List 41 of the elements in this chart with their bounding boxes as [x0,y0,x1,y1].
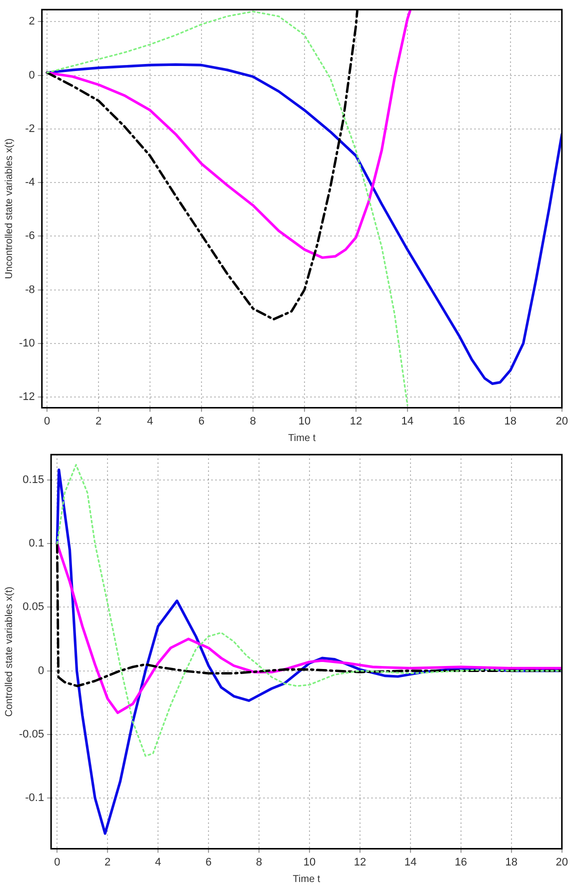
y-tick-label: -8 [25,284,35,296]
y-tick-label: 0 [38,664,44,677]
x-tick-label: 4 [155,856,162,868]
x-tick-label: 18 [504,415,517,428]
y-tick-label: -10 [18,337,35,350]
x-tick-label: 4 [146,415,154,428]
y-tick-label: -6 [25,230,35,242]
line-series [46,10,408,406]
y-tick-label: 0.05 [22,601,44,614]
y-tick-label: -0.1 [25,792,44,804]
x-tick-label: 6 [205,856,212,868]
y-tick-label: -4 [25,176,35,189]
line-series [56,464,562,757]
y-tick-label: 0.1 [28,538,44,550]
x-tick-label: 12 [354,856,366,868]
y-tick-label: 0 [28,69,35,82]
x-tick-label: 10 [298,415,311,428]
x-tick-label: 2 [95,415,102,428]
x-tick-label: 20 [556,415,568,428]
x-tick-label: 2 [104,856,111,868]
y-tick-label: -0.05 [18,728,44,740]
x-tick-label: 12 [350,415,362,428]
x-tick-label: 14 [401,415,414,428]
x-tick-label: 8 [250,415,256,428]
x-tick-label: 16 [454,856,468,868]
y-axis-title: Uncontrolled state variables x(t) [4,138,15,280]
x-tick-label: 16 [452,415,466,428]
x-tick-label: 18 [505,856,518,868]
x-tick-label: 14 [404,856,417,868]
y-axis-title: Controlled state variables x(t) [4,586,15,717]
x-tick-label: 0 [54,856,60,868]
x-tick-label: 20 [556,856,568,868]
x-axis-title: Time t [288,432,316,444]
x-tick-label: 8 [256,856,262,868]
y-tick-label: 0.15 [22,474,44,486]
x-axis-title: Time t [292,874,320,885]
y-tick-label: 2 [28,16,35,28]
x-tick-label: 6 [198,415,205,428]
x-tick-label: 10 [303,856,316,868]
y-tick-label: -12 [18,391,35,404]
y-tick-label: -2 [25,122,35,135]
